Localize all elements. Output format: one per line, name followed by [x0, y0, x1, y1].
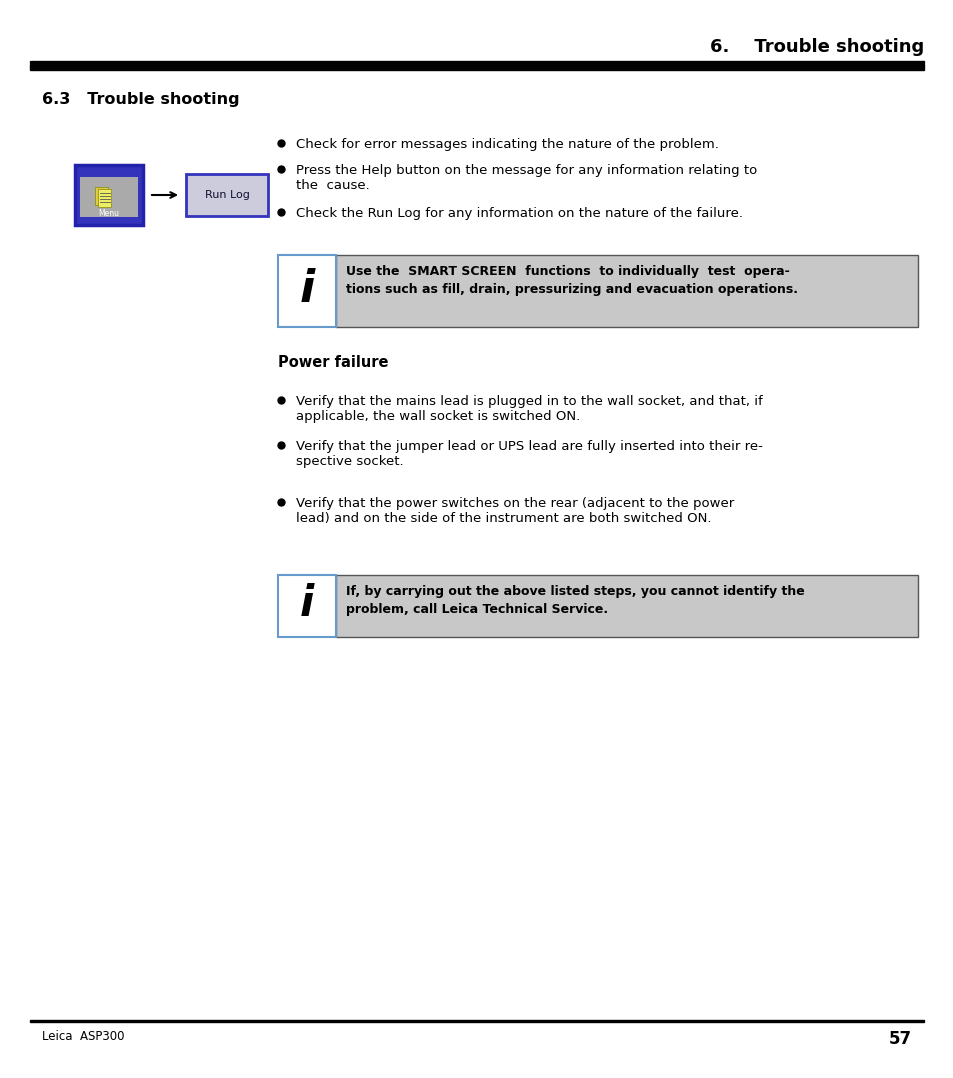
Text: tions such as fill, drain, pressurizing and evacuation operations.: tions such as fill, drain, pressurizing …	[346, 284, 797, 296]
Bar	[30, 61, 923, 63]
Text: i: i	[299, 583, 314, 625]
Text: Press the Help button on the message for any information relating to
the  cause.: Press the Help button on the message for…	[295, 164, 757, 192]
Bar	[186, 174, 268, 216]
Text: Run Log: Run Log	[204, 190, 249, 201]
Text: Check for error messages indicating the nature of the problem.: Check for error messages indicating the …	[295, 138, 719, 151]
Text: i: i	[299, 267, 314, 310]
Text: 6.    Trouble shooting: 6. Trouble shooting	[709, 38, 923, 56]
Text: Menu: Menu	[98, 209, 119, 218]
Bar	[30, 64, 923, 70]
Bar	[277, 255, 335, 327]
Bar	[98, 189, 111, 207]
Bar	[95, 186, 108, 205]
Bar	[335, 575, 917, 637]
Bar	[80, 177, 138, 217]
Text: problem, call Leica Technical Service.: problem, call Leica Technical Service.	[346, 603, 607, 616]
Text: Verify that the power switches on the rear (adjacent to the power
lead) and on t: Verify that the power switches on the re…	[295, 497, 734, 525]
Text: Power failure: Power failure	[277, 355, 388, 370]
Bar	[335, 255, 917, 327]
Text: Use the  SMART SCREEN  functions  to individually  test  opera-: Use the SMART SCREEN functions to indivi…	[346, 265, 789, 278]
Text: 57: 57	[888, 1029, 911, 1048]
Bar	[277, 575, 335, 637]
Text: 6.3   Trouble shooting: 6.3 Trouble shooting	[42, 92, 239, 107]
Text: Leica  ASP300: Leica ASP300	[42, 1029, 125, 1044]
Text: If, by carrying out the above listed steps, you cannot identify the: If, by carrying out the above listed ste…	[346, 585, 804, 598]
Bar	[75, 165, 143, 225]
Text: Check the Run Log for any information on the nature of the failure.: Check the Run Log for any information on…	[295, 207, 742, 220]
Bar	[30, 1020, 923, 1022]
Text: Verify that the mains lead is plugged in to the wall socket, and that, if
applic: Verify that the mains lead is plugged in…	[295, 395, 762, 423]
Text: Verify that the jumper lead or UPS lead are fully inserted into their re-
specti: Verify that the jumper lead or UPS lead …	[295, 440, 762, 468]
